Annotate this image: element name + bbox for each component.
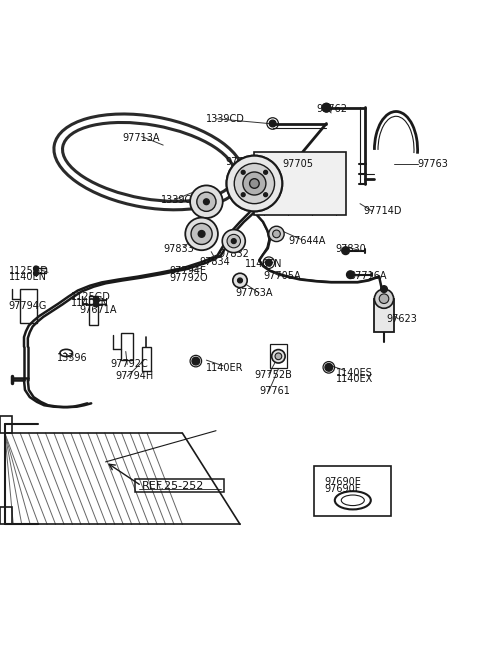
- Text: 1125GD: 1125GD: [71, 292, 111, 302]
- Bar: [142, 346, 151, 371]
- Text: 97763A: 97763A: [235, 288, 273, 298]
- Text: 1125GD: 1125GD: [9, 266, 48, 276]
- Bar: [254, 153, 346, 215]
- Text: 97671A: 97671A: [79, 305, 117, 315]
- Circle shape: [243, 172, 266, 195]
- Text: 97690F: 97690F: [324, 484, 360, 494]
- Text: 97794H: 97794H: [115, 371, 154, 381]
- Circle shape: [342, 247, 349, 255]
- Circle shape: [322, 103, 331, 112]
- Text: REF.25-252: REF.25-252: [142, 481, 204, 491]
- Text: 97832: 97832: [218, 249, 249, 259]
- Text: 1140EX: 1140EX: [336, 374, 373, 384]
- Circle shape: [227, 234, 240, 248]
- Circle shape: [222, 230, 245, 253]
- Text: 97763: 97763: [418, 159, 448, 169]
- Bar: [0, 417, 12, 433]
- Text: 1140FN: 1140FN: [245, 259, 282, 269]
- Bar: [89, 296, 98, 325]
- Text: 97713A: 97713A: [122, 133, 160, 143]
- Bar: [314, 466, 391, 516]
- Text: 1140ER: 1140ER: [206, 363, 244, 373]
- Circle shape: [185, 217, 218, 250]
- Circle shape: [231, 238, 236, 244]
- Text: 97644A: 97644A: [288, 236, 325, 246]
- Bar: [121, 333, 133, 360]
- Circle shape: [250, 179, 259, 188]
- Text: 97716A: 97716A: [349, 271, 387, 281]
- Text: 1339CE: 1339CE: [161, 195, 198, 205]
- Text: 97623: 97623: [386, 314, 417, 324]
- Text: 97830: 97830: [335, 244, 366, 253]
- Circle shape: [94, 297, 98, 302]
- Circle shape: [379, 294, 389, 303]
- Text: 97794G: 97794G: [9, 301, 47, 311]
- Circle shape: [190, 185, 223, 218]
- Circle shape: [234, 163, 275, 204]
- Text: 1140ES: 1140ES: [336, 367, 373, 378]
- Circle shape: [264, 170, 267, 174]
- Bar: [374, 299, 394, 332]
- Circle shape: [347, 271, 354, 278]
- Text: 97792O: 97792O: [169, 272, 207, 282]
- Text: 97705A: 97705A: [263, 271, 300, 281]
- Text: 1140EN: 1140EN: [9, 272, 47, 282]
- Ellipse shape: [62, 122, 235, 201]
- Circle shape: [34, 271, 38, 276]
- Circle shape: [204, 199, 209, 204]
- Text: 97834: 97834: [199, 257, 230, 267]
- Text: 97761: 97761: [259, 386, 290, 396]
- Text: 97762: 97762: [317, 103, 348, 113]
- Circle shape: [264, 193, 267, 196]
- Bar: [0, 508, 12, 524]
- Bar: [20, 289, 37, 323]
- Circle shape: [198, 231, 205, 237]
- Text: 97752B: 97752B: [254, 371, 292, 381]
- Circle shape: [241, 193, 245, 196]
- Text: 97690E: 97690E: [324, 477, 361, 487]
- Circle shape: [269, 226, 284, 242]
- Circle shape: [269, 120, 276, 127]
- Text: 1140EN: 1140EN: [71, 298, 109, 308]
- Text: 97701: 97701: [226, 157, 256, 167]
- Circle shape: [233, 273, 247, 288]
- Circle shape: [192, 357, 200, 365]
- Text: 97714D: 97714D: [363, 206, 401, 216]
- Circle shape: [241, 170, 245, 174]
- Bar: [270, 345, 287, 368]
- Circle shape: [273, 230, 280, 238]
- Text: 13396: 13396: [57, 353, 87, 364]
- Bar: [135, 479, 224, 492]
- Circle shape: [94, 302, 98, 307]
- Circle shape: [197, 192, 216, 212]
- Circle shape: [191, 223, 212, 244]
- Circle shape: [272, 350, 285, 363]
- Circle shape: [381, 286, 387, 293]
- Circle shape: [265, 259, 272, 266]
- Text: 97705: 97705: [282, 159, 313, 169]
- Circle shape: [325, 364, 333, 371]
- Circle shape: [275, 353, 282, 360]
- Text: 97794E: 97794E: [169, 267, 206, 276]
- Circle shape: [227, 156, 282, 212]
- Circle shape: [238, 278, 242, 283]
- Text: 97833: 97833: [163, 244, 194, 253]
- Circle shape: [34, 266, 38, 271]
- Circle shape: [374, 289, 394, 309]
- Text: 1339CD: 1339CD: [206, 114, 245, 124]
- Text: 97792C: 97792C: [110, 360, 148, 369]
